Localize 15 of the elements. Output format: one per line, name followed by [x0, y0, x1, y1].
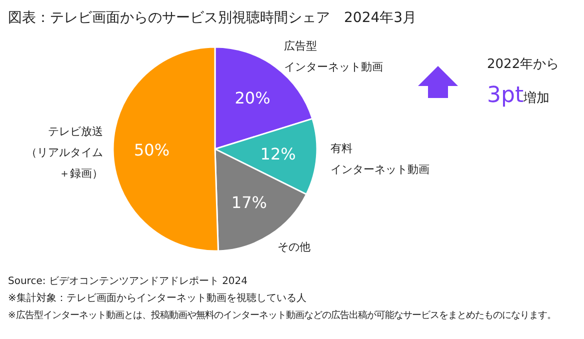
text: 増加 — [522, 90, 550, 106]
source-note: Source: ビデオコンテンツアンドアドレポート 2024 — [8, 276, 248, 287]
data-label: 12% — [260, 144, 296, 164]
data-label: 20% — [234, 88, 270, 108]
slice-label: その他 — [278, 240, 311, 254]
slice-label: テレビ放送（リアルタイム＋録画） — [26, 124, 104, 180]
text: 3pt — [487, 83, 524, 108]
chart-title: 図表：テレビ画面からのサービス別視聴時間シェア 2024年3月 — [8, 10, 417, 26]
slice-label: 広告型インターネット動画 — [284, 40, 383, 74]
text: 2022年から — [487, 57, 560, 72]
slice-label: 有料インターネット動画 — [330, 142, 430, 176]
text: ※集計対象：テレビ画面からインターネット動画を視聴している人 — [8, 292, 306, 304]
data-label: 17% — [231, 192, 267, 212]
data-label: 50% — [134, 140, 170, 160]
text: ※広告型インターネット動画とは、投稿動画や無料のインターネット動画などの広告出稿が可能なサービスをまとめたものになります。 — [8, 310, 556, 321]
